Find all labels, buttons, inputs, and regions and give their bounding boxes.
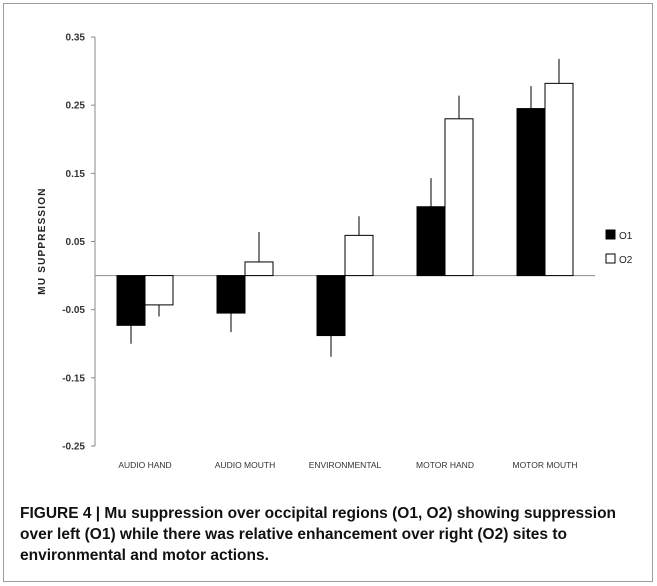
- bar-o1: [216, 275, 246, 314]
- legend: O1 O2: [605, 229, 633, 266]
- category-label: ENVIRONMENTAL: [309, 460, 382, 470]
- category-label: MOTOR MOUTH: [512, 460, 577, 470]
- y-axis-label: MU SUPPRESSION: [37, 187, 48, 294]
- figure-caption: FIGURE 4 | Mu suppression over occipital…: [20, 505, 617, 564]
- bar-o2: [244, 261, 274, 277]
- error-bars: [130, 58, 560, 357]
- y-tick-label: -0.15: [62, 373, 85, 384]
- bar-o1: [116, 275, 146, 326]
- legend-label-o1: O1: [619, 231, 633, 242]
- y-tick-label: 0.15: [66, 169, 86, 180]
- category-label: AUDIO HAND: [118, 460, 171, 470]
- bar-chart: MU SUPPRESSION -0.25 -0.15 -0.05 0.05 0.15 0.…: [37, 33, 633, 471]
- legend-swatch-o2: [605, 253, 616, 264]
- bar-o1: [416, 206, 446, 277]
- category-label: AUDIO MOUTH: [215, 460, 275, 470]
- bar-o1: [316, 275, 346, 337]
- bar-o2: [344, 234, 374, 277]
- bar-o1: [516, 108, 546, 277]
- bar-o2: [444, 118, 474, 277]
- bar-o2: [544, 82, 574, 277]
- y-tick-label: -0.25: [62, 442, 85, 453]
- y-tick-label: 0.35: [66, 33, 86, 44]
- y-tick-label: 0.05: [66, 237, 86, 248]
- y-axis-label-group: MU SUPPRESSION: [37, 187, 48, 294]
- axes: -0.25 -0.15 -0.05 0.05 0.15 0.25 0.35: [62, 33, 595, 453]
- bars: [116, 82, 574, 337]
- legend-label-o2: O2: [619, 255, 633, 266]
- y-tick-label: 0.25: [66, 101, 86, 112]
- y-tick-label: -0.05: [62, 305, 85, 316]
- category-label: MOTOR HAND: [416, 460, 474, 470]
- legend-swatch-o1: [605, 229, 616, 240]
- category-labels: AUDIO HAND AUDIO MOUTH ENVIRONMENTAL MOTOR …: [118, 460, 577, 470]
- bar-o2: [144, 275, 174, 306]
